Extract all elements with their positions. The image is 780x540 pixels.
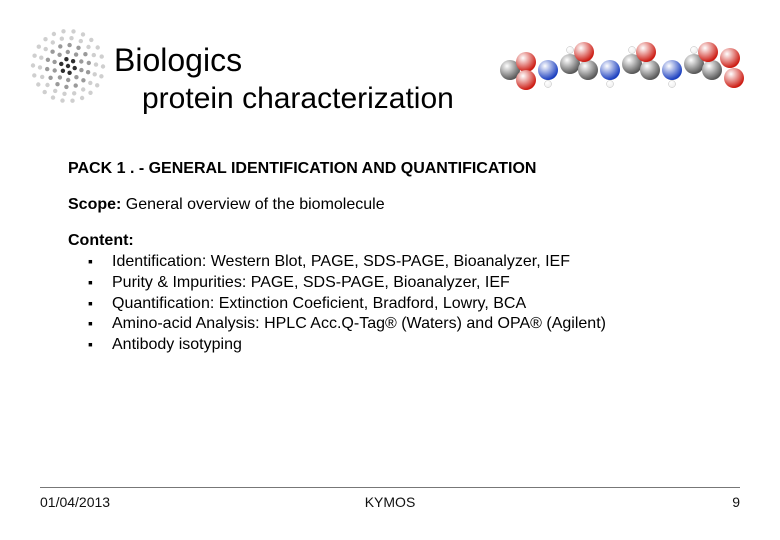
content-list: Identification: Western Blot, PAGE, SDS-… (68, 252, 712, 356)
scope-text: General overview of the biomolecule (121, 196, 384, 213)
content-label: Content: (68, 232, 712, 250)
molecule-icon (496, 34, 748, 96)
list-item: Antibody isotyping (112, 335, 712, 356)
header: Biologics protein characterization (0, 0, 780, 120)
footer-center: KYMOS (365, 494, 416, 510)
list-item: Purity & Impurities: PAGE, SDS-PAGE, Bio… (112, 273, 712, 294)
footer: 01/04/2013 KYMOS 9 (0, 487, 780, 510)
list-item: Quantification: Extinction Coeficient, B… (112, 294, 712, 315)
footer-divider (40, 487, 740, 488)
dot-cluster-icon (24, 22, 112, 110)
footer-date: 01/04/2013 (40, 494, 110, 510)
pack-title: PACK 1 . - GENERAL IDENTIFICATION AND QU… (68, 160, 712, 178)
title-sub: protein characterization (142, 82, 454, 116)
body: PACK 1 . - GENERAL IDENTIFICATION AND QU… (0, 120, 780, 356)
scope-line: Scope: General overview of the biomolecu… (68, 196, 712, 214)
list-item: Identification: Western Blot, PAGE, SDS-… (112, 252, 712, 273)
list-item: Amino-acid Analysis: HPLC Acc.Q-Tag® (Wa… (112, 314, 712, 335)
content-block: Content: Identification: Western Blot, P… (68, 232, 712, 356)
slide: Biologics protein characterization PACK … (0, 0, 780, 540)
scope-label: Scope: (68, 196, 121, 213)
footer-row: 01/04/2013 KYMOS 9 (40, 494, 740, 510)
title-main: Biologics (114, 42, 242, 79)
footer-page: 9 (732, 494, 740, 510)
